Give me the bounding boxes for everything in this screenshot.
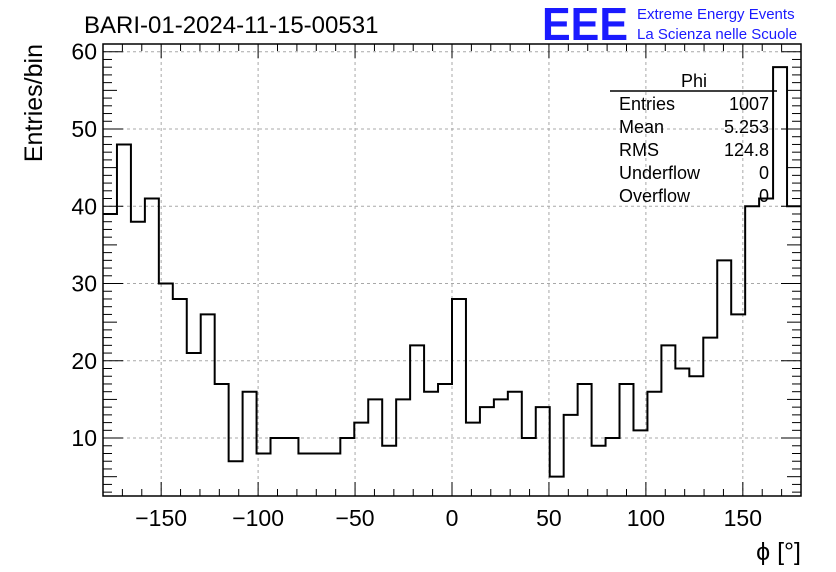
y-axis-title: Entries/bin — [20, 44, 48, 162]
y-tick-label: 30 — [71, 271, 97, 297]
stats-value: 5.253 — [724, 117, 769, 137]
stats-value: 124.8 — [724, 140, 769, 160]
eee-logo-mark: EEE — [542, 0, 628, 50]
stats-label: Overflow — [619, 186, 691, 206]
x-axis-title: ϕ [°] — [756, 538, 801, 566]
stats-box-title: Phi — [681, 71, 707, 91]
axes: −150 −100 −50 0 50 100 150 10 20 30 40 50 60 — [71, 39, 802, 531]
chart-title: BARI-01-2024-11-15-00531 — [84, 12, 378, 39]
stats-label: Underflow — [619, 163, 701, 183]
stats-value: 0 — [759, 163, 769, 183]
x-tick-label: 100 — [627, 505, 665, 531]
stats-label: RMS — [619, 140, 659, 160]
x-tick-label: 150 — [724, 505, 762, 531]
y-tick-label: 10 — [71, 425, 97, 451]
stats-label: Entries — [619, 94, 675, 114]
logo-line-2: La Scienza nelle Scuole — [637, 26, 797, 43]
x-tick-label: −150 — [135, 505, 187, 531]
x-tick-label: 50 — [536, 505, 562, 531]
histogram-bars — [103, 66, 801, 478]
x-tick-label: −50 — [336, 505, 375, 531]
stats-box: Phi Entries 1007 Mean 5.253 RMS 124.8 Underflo… — [610, 71, 777, 206]
y-tick-label: 20 — [71, 348, 97, 374]
y-tick-label: 60 — [71, 39, 97, 65]
x-tick-label: −100 — [232, 505, 284, 531]
stats-label: Mean — [619, 117, 664, 137]
y-tick-label: 50 — [71, 116, 97, 142]
stats-value: 1007 — [729, 94, 769, 114]
y-tick-label: 40 — [71, 193, 97, 219]
stats-value: 0 — [759, 186, 769, 206]
histogram-outline — [103, 66, 801, 478]
eee-logo: EEE Extreme Energy Events La Scienza nel… — [542, 0, 797, 50]
logo-line-1: Extreme Energy Events — [637, 6, 795, 23]
x-tick-label: 0 — [446, 505, 459, 531]
